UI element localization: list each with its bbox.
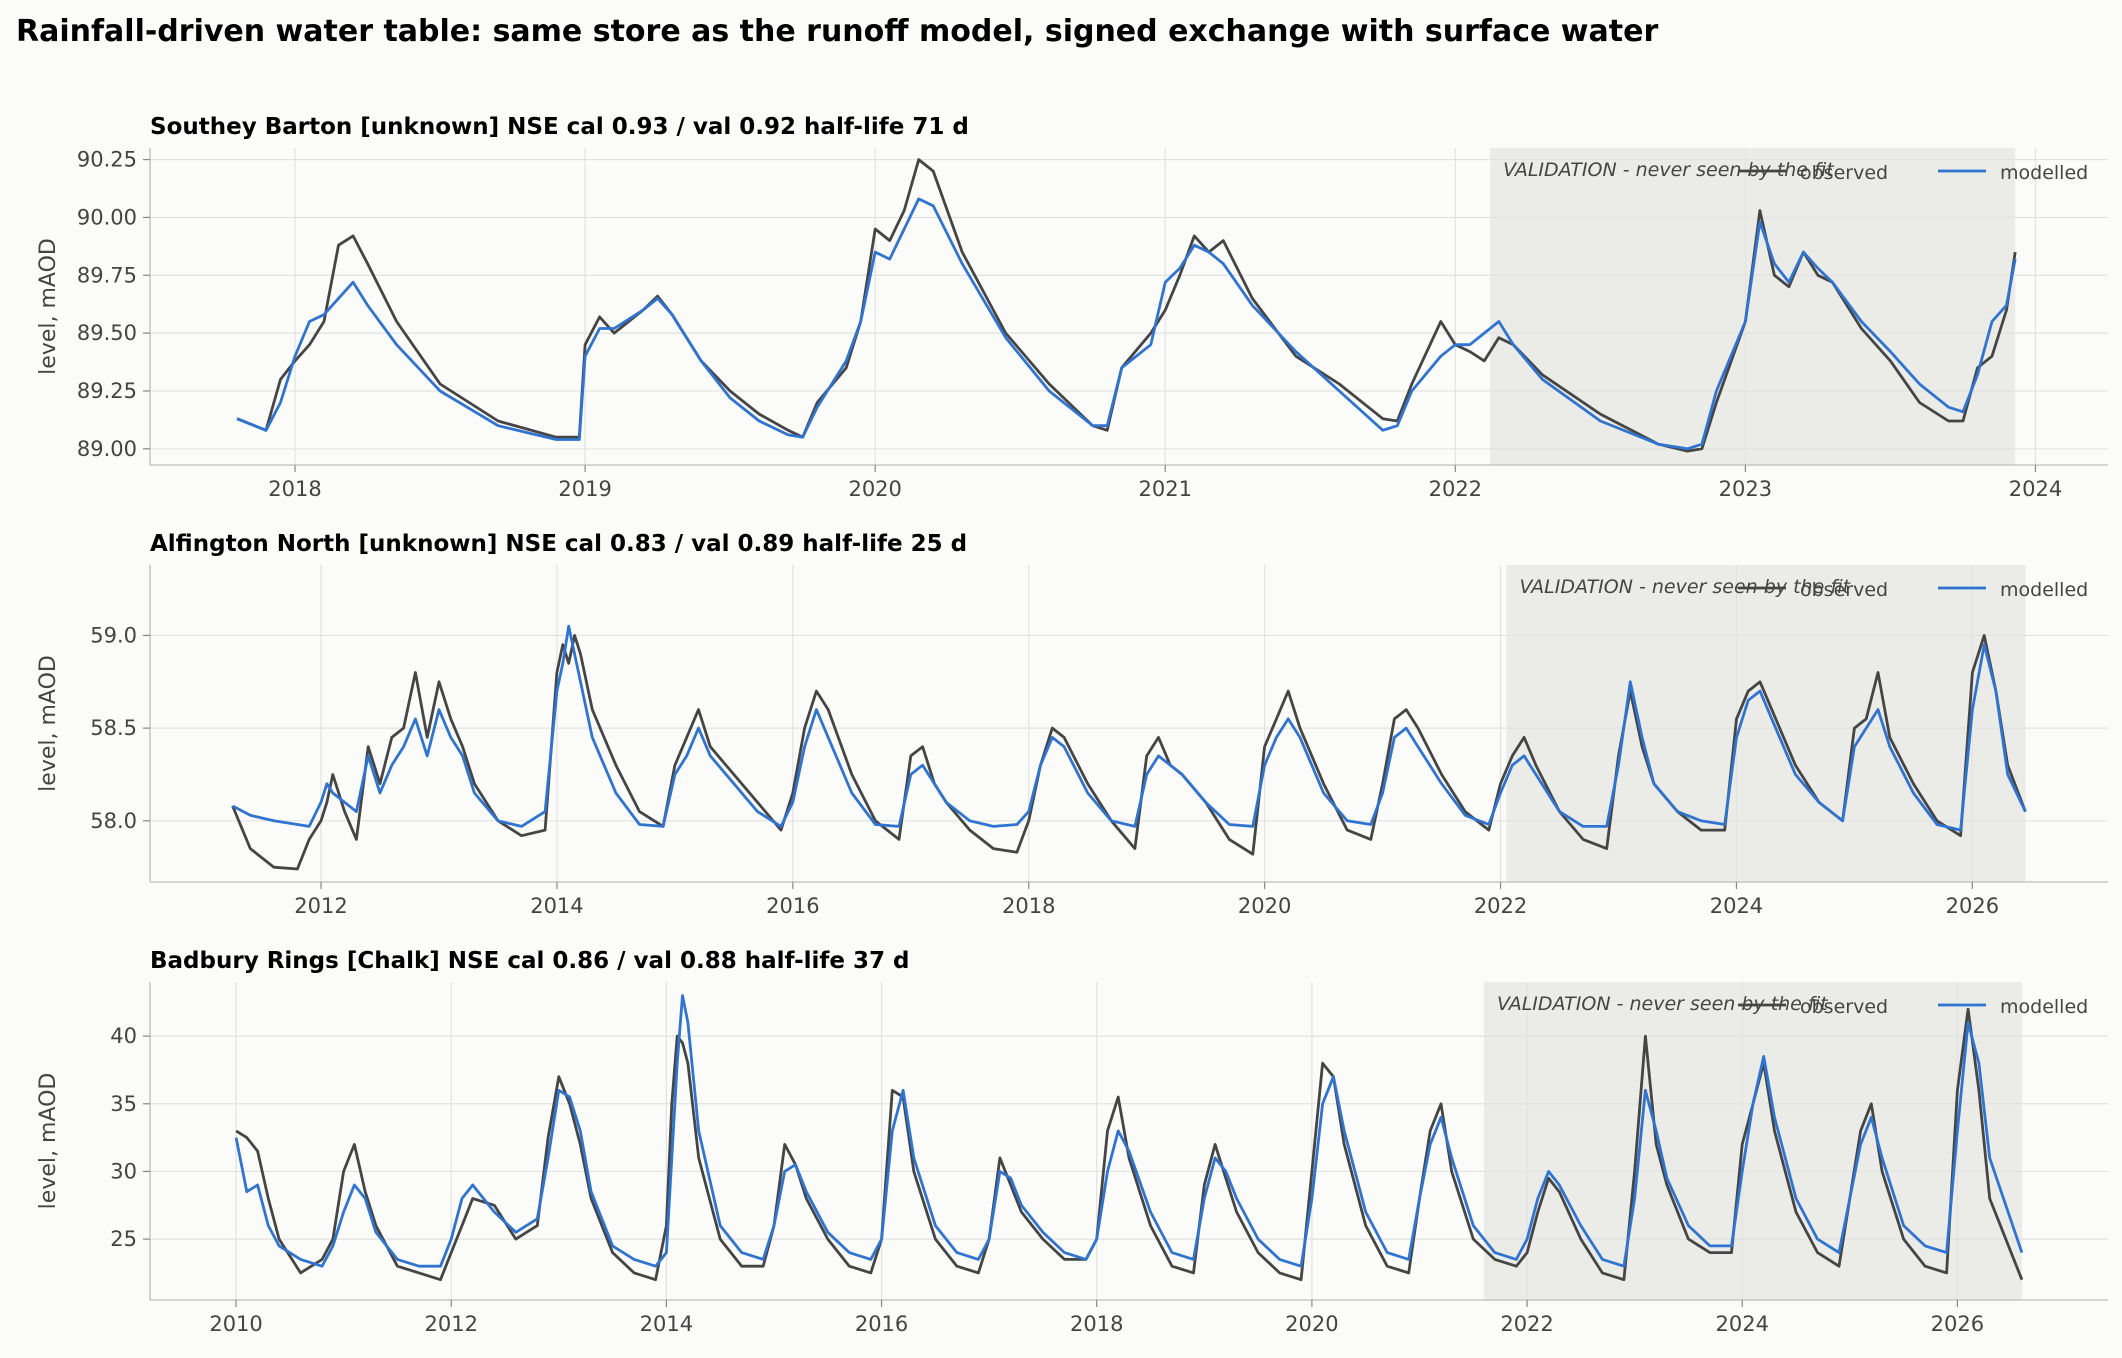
y-tick-label: 58.0 xyxy=(90,809,137,833)
y-tick-label: 25 xyxy=(110,1227,137,1251)
x-tick-label: 2019 xyxy=(558,477,611,501)
series-line-modelled xyxy=(234,994,2024,1268)
y-tick-label: 30 xyxy=(110,1159,137,1183)
x-tick-label: 2026 xyxy=(1946,894,1999,918)
legend-label-observed: observed xyxy=(1800,162,1888,184)
x-tick-label: 2016 xyxy=(855,1312,908,1336)
x-tick-label: 2010 xyxy=(209,1312,262,1336)
panel-3: 2010 2012 2014 2016 2018 2020 2022 2024 2026 25 30… xyxy=(36,948,2108,1336)
panels: 2018 2019 2020 2021 2022 2023 2024 89.00 89.25 89… xyxy=(36,114,2108,1336)
y-tick-label: 89.75 xyxy=(77,263,137,287)
panel-1: 2018 2019 2020 2021 2022 2023 2024 89.00 89.25 89… xyxy=(36,114,2108,501)
x-tick-label: 2018 xyxy=(1002,894,1055,918)
x-tick-label: 2018 xyxy=(268,477,321,501)
validation-label: VALIDATION - never seen by the fit xyxy=(1519,576,1851,598)
panel-title: Southey Barton [unknown] NSE cal 0.93 / … xyxy=(150,114,969,140)
x-tick-label: 2014 xyxy=(640,1312,693,1336)
panel-title: Badbury Rings [Chalk] NSE cal 0.86 / val… xyxy=(150,948,910,974)
y-tick-label: 35 xyxy=(110,1092,137,1116)
series-line-modelled xyxy=(231,624,2027,832)
y-tick-label: 89.50 xyxy=(77,321,137,345)
y-axis-label: level, mAOD xyxy=(36,655,61,792)
y-tick-label: 40 xyxy=(110,1024,137,1048)
validation-band xyxy=(1506,565,2026,882)
x-tick-label: 2018 xyxy=(1070,1312,1123,1336)
x-tick-label: 2022 xyxy=(1474,894,1527,918)
y-tick-label: 89.25 xyxy=(77,379,137,403)
x-tick-label: 2014 xyxy=(530,894,583,918)
x-tick-label: 2020 xyxy=(1238,894,1291,918)
legend-label-modelled: modelled xyxy=(2000,579,2088,601)
y-axis-label: level, mAOD xyxy=(36,1073,61,1210)
series-line-observed xyxy=(235,1007,2024,1282)
x-tick-label: 2012 xyxy=(294,894,347,918)
x-tick-label: 2016 xyxy=(766,894,819,918)
y-tick-label: 90.25 xyxy=(77,148,137,172)
x-tick-label: 2024 xyxy=(1710,894,1763,918)
x-tick-label: 2022 xyxy=(1429,477,1482,501)
y-axis-label: level, mAOD xyxy=(36,238,61,375)
validation-label: VALIDATION - never seen by the fit xyxy=(1497,993,1829,1015)
legend-label-observed: observed xyxy=(1800,579,1888,601)
series-line-modelled xyxy=(236,197,2017,451)
y-tick-label: 58.5 xyxy=(90,716,137,740)
y-tick-label: 59.0 xyxy=(90,623,137,647)
x-tick-label: 2026 xyxy=(1931,1312,1984,1336)
figure-title: Rainfall-driven water table: same store … xyxy=(16,14,1658,49)
legend-label-modelled: modelled xyxy=(2000,996,2088,1018)
x-tick-label: 2020 xyxy=(1285,1312,1338,1336)
x-tick-label: 2012 xyxy=(425,1312,478,1336)
x-tick-label: 2021 xyxy=(1139,477,1192,501)
legend-label-observed: observed xyxy=(1800,996,1888,1018)
legend-label-modelled: modelled xyxy=(2000,162,2088,184)
validation-band xyxy=(1490,148,2016,465)
y-tick-label: 90.00 xyxy=(77,205,137,229)
panel-title: Alfington North [unknown] NSE cal 0.83 /… xyxy=(150,531,967,557)
validation-label: VALIDATION - never seen by the fit xyxy=(1503,159,1835,181)
x-tick-label: 2024 xyxy=(2009,477,2062,501)
y-tick-label: 89.00 xyxy=(77,437,137,461)
x-tick-label: 2023 xyxy=(1719,477,1772,501)
x-tick-label: 2024 xyxy=(1715,1312,1768,1336)
x-tick-label: 2020 xyxy=(848,477,901,501)
x-tick-label: 2022 xyxy=(1500,1312,1553,1336)
panel-2: 2012 2014 2016 2018 2020 2022 2024 2026 58.0 58.5… xyxy=(36,531,2108,918)
